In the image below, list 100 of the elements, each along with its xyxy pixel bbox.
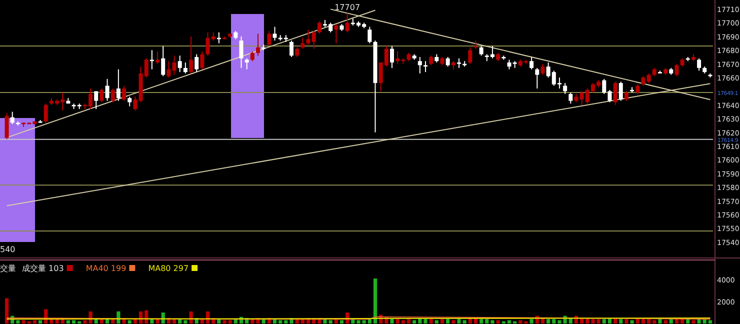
candlestick [4,112,9,140]
candlestick [641,76,646,86]
legend-label: MA40 199 [86,264,126,273]
bar [602,319,606,324]
bar [452,320,456,324]
candlestick [178,55,182,73]
candlestick [94,90,98,110]
bar [340,320,344,324]
bar [546,319,550,324]
bar [440,319,444,324]
legend-label: MA80 297 [148,264,189,273]
candlestick [636,84,640,94]
candlestick [239,36,244,68]
bar [457,319,461,324]
bar [373,278,378,324]
candlestick [697,58,702,72]
candlestick [456,58,461,68]
bar [462,320,466,324]
bar [184,320,188,324]
bar [278,320,282,324]
bar [362,320,366,324]
candlestick [624,90,628,102]
bar [664,320,668,324]
bar [652,320,656,324]
bar [619,319,623,324]
bar [596,319,600,324]
bar [558,320,562,324]
candlestick [345,12,350,33]
bar [424,319,428,324]
candlestick [100,88,104,103]
candlestick [194,54,199,73]
bar [641,319,646,324]
bar [284,320,288,324]
bar [480,319,484,324]
candlestick [479,46,484,56]
candlestick [267,30,272,47]
candlestick [674,63,679,77]
bar [630,320,634,324]
candlestick [172,55,176,76]
bar [222,320,226,324]
candlestick [272,26,277,42]
candlestick [161,46,166,77]
bar [429,319,433,324]
bar [658,319,662,324]
bar [128,320,132,324]
bar [38,320,42,324]
candlestick [618,81,623,102]
candlestick [156,51,160,64]
candlestick [10,111,14,125]
bar [624,319,628,324]
bar [485,319,489,324]
candlestick [133,96,138,111]
bar [412,320,416,324]
candlestick [540,63,545,76]
bar [189,311,193,324]
candlestick [128,96,132,107]
bar [228,320,232,324]
bar [591,319,595,324]
candlestick [116,68,120,102]
candlestick [429,55,434,66]
candlestick [166,60,171,78]
candlestick [646,72,651,84]
candlestick [334,24,338,44]
candlestick [183,62,188,74]
candlestick [568,92,573,104]
annotation: 540 [0,245,16,254]
candlestick [613,81,618,106]
candlestick [290,40,294,58]
candlestick [368,26,372,44]
candlestick [200,51,204,70]
bar [401,320,405,324]
bar [496,320,500,324]
bar [507,320,512,324]
chart-title: 交量 [0,264,16,273]
candlestick [44,103,48,124]
candlestick [468,46,472,64]
candlestick [535,67,540,89]
bar [518,320,522,324]
candlestick [189,36,194,74]
candlestick [110,88,115,103]
candlestick [446,56,450,68]
candlestick [250,51,254,62]
candlestick [423,60,428,73]
bar [66,320,70,324]
bar [396,319,400,324]
bar [434,320,438,324]
bar [83,320,87,324]
candlestick [105,78,110,102]
candlestick [530,56,534,70]
candlestick [418,56,422,74]
candlestick [295,46,300,58]
bar [552,319,556,324]
bar [446,319,450,324]
candlestick [507,59,512,70]
bar [4,298,9,324]
bar [530,319,534,324]
bar [406,319,411,324]
annotation: 17707 [334,3,360,12]
bar [356,320,360,324]
candlestick [244,58,249,70]
